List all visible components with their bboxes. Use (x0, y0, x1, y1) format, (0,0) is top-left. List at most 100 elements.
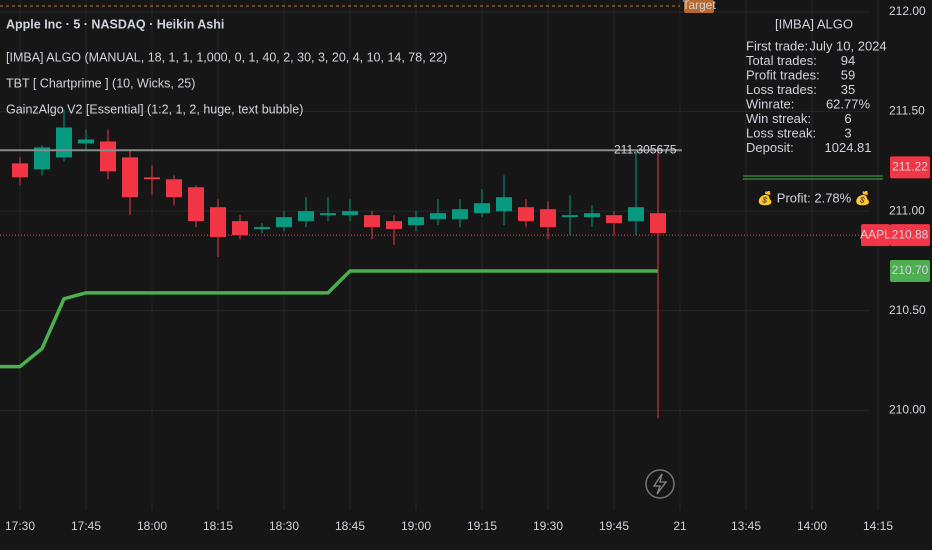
candle-body (320, 213, 336, 216)
candle (254, 223, 270, 234)
candle-body (584, 213, 600, 218)
stats-value: 1024.81 (825, 140, 872, 155)
stats-value: 62.77% (826, 96, 871, 111)
x-tick-label: 14:00 (797, 519, 827, 533)
x-tick-label: 19:30 (533, 519, 563, 533)
price-tag (890, 156, 930, 179)
stats-key: Win streak: (746, 111, 811, 126)
price-tag-label: 210.88 (892, 227, 929, 241)
candle-body (232, 221, 248, 236)
candle-body (496, 197, 512, 212)
candle-body (606, 215, 622, 224)
alert-icon[interactable] (645, 469, 675, 499)
candle-body (342, 211, 358, 216)
candle-body (408, 217, 424, 226)
candle (276, 211, 292, 232)
indicator-label: [IMBA] ALGO (MANUAL, 18, 1, 1, 1,000, 0,… (6, 50, 447, 64)
grid (0, 0, 879, 510)
alert-bolt (652, 473, 668, 495)
candle (100, 129, 116, 180)
candle (540, 201, 556, 240)
candle-body (452, 209, 468, 220)
x-tick-label: 19:45 (599, 519, 629, 533)
trailing-line (0, 269, 658, 369)
stats-key: Loss streak: (746, 125, 816, 140)
x-tick-label: 19:15 (467, 519, 497, 533)
candle (628, 149, 644, 236)
stats-key: Total trades: (746, 53, 817, 68)
chart-title: Apple Inc · 5 · NASDAQ · Heikin Ashi (6, 17, 224, 31)
x-tick-label: 18:30 (269, 519, 299, 533)
x-tick-label: 17:45 (71, 519, 101, 533)
y-tick-label: 211.50 (889, 104, 925, 118)
candle (210, 199, 226, 257)
symbol-tag-label: AAPL (860, 227, 891, 241)
candle-body (540, 209, 556, 228)
y-tick-label: 212.00 (889, 4, 926, 18)
candle-body (430, 213, 446, 220)
candle-body (628, 207, 644, 222)
x-tick-label: 21 (673, 519, 687, 533)
stats-key: Winrate: (746, 96, 794, 111)
candle-body (562, 215, 578, 218)
candle (188, 185, 204, 228)
price-tag (890, 224, 930, 247)
stats-key: Profit trades: (746, 67, 820, 82)
indicator-label: TBT [ Chartprime ] (10, Wicks, 25) (6, 76, 195, 90)
candle (562, 195, 578, 236)
stats-value: 94 (841, 53, 855, 68)
candle (122, 149, 138, 216)
target-label: Target (682, 0, 716, 12)
candle (496, 175, 512, 226)
level-label: 211.305675 (614, 142, 677, 156)
stats-profit: 💰 Profit: 2.78% 💰 (757, 190, 871, 206)
price-tag-label: 211.22 (892, 160, 928, 174)
candle (78, 129, 94, 150)
candle (650, 147, 666, 419)
candle-body (12, 163, 28, 178)
candle-body (386, 221, 402, 230)
candle (12, 157, 28, 186)
stats-value: 6 (844, 111, 851, 126)
candle (452, 199, 468, 228)
candle (364, 211, 380, 240)
candle (474, 189, 490, 218)
x-tick-label: 19:00 (401, 519, 431, 533)
stats-key: Deposit: (746, 140, 794, 155)
candle (298, 197, 314, 228)
stats-key: First trade: (746, 38, 808, 53)
candle-body (254, 227, 270, 230)
y-tick-label: 211.00 (889, 203, 925, 217)
x-tick-label: 13:45 (731, 519, 761, 533)
y-tick-label: 210.00 (889, 403, 926, 417)
candle-body (56, 127, 72, 158)
candle (584, 205, 600, 228)
candle-body (122, 157, 138, 198)
candle-body (78, 139, 94, 144)
candle-body (518, 207, 534, 222)
indicator-label: GainzAlgo V2 [Essential] (1:2, 1, 2, hug… (6, 102, 303, 116)
candle-body (298, 211, 314, 222)
candle-body (34, 147, 50, 170)
stats-value: 3 (844, 125, 851, 140)
x-tick-label: 17:30 (5, 519, 35, 533)
candle (144, 165, 160, 196)
candle-body (364, 215, 380, 228)
stats-value: July 10, 2024 (809, 38, 886, 53)
candle-body (210, 207, 226, 238)
candle (518, 199, 534, 228)
symbol-tag (861, 224, 890, 247)
candle (386, 215, 402, 246)
candle-body (188, 187, 204, 222)
x-tick-label: 18:00 (137, 519, 167, 533)
candle-body (650, 213, 666, 234)
candle (166, 175, 182, 206)
y-tick-label: 210.50 (889, 303, 926, 317)
price-tag (890, 259, 930, 282)
candle-body (474, 203, 490, 214)
candle (320, 197, 336, 222)
candle (342, 199, 358, 222)
price-tag-label: 210.70 (892, 263, 929, 277)
target-tag (684, 0, 714, 13)
